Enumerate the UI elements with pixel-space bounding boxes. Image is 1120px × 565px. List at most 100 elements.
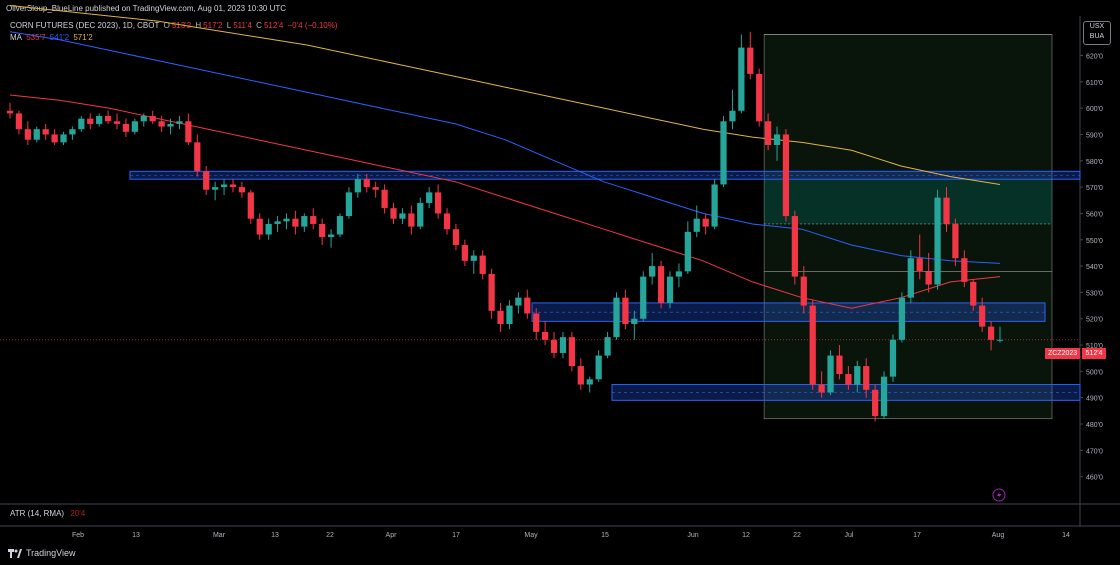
- candle-97: [872, 389, 879, 417]
- ma-label[interactable]: MA: [10, 33, 22, 42]
- candle-5: [51, 134, 58, 143]
- candle-93: [836, 355, 843, 375]
- candle-26: [238, 187, 246, 193]
- candle-75: [675, 271, 683, 277]
- candle-48: [434, 192, 442, 214]
- candle-6: [60, 134, 67, 143]
- candle-7: [69, 129, 76, 135]
- x-tick-label-15: 14: [1062, 532, 1070, 539]
- ma-value-1: 535'7: [26, 33, 46, 42]
- candle-46: [417, 202, 424, 227]
- published-header: OliverSloup_BlueLine published on Tradin…: [0, 0, 1120, 16]
- measure-box: [763, 34, 1053, 420]
- candle-11: [104, 116, 112, 122]
- candle-110: [987, 326, 995, 340]
- ma-row: MA 535'7 541'2 571'2: [10, 32, 340, 44]
- y-tick-label-5: 510'0: [1086, 343, 1103, 350]
- ohlc-low: 511'4: [233, 21, 252, 30]
- alert-bolt-icon[interactable]: [992, 488, 1006, 502]
- y-tick-label-14: 600'0: [1086, 106, 1103, 113]
- y-tick-label-11: 570'0: [1086, 185, 1103, 192]
- candle-39: [354, 179, 361, 193]
- candle-52: [470, 255, 477, 261]
- y-tick-label-6: 520'0: [1086, 317, 1103, 324]
- y-tick-label-13: 590'0: [1086, 132, 1103, 139]
- candle-54: [488, 273, 495, 311]
- candle-33: [301, 216, 308, 227]
- candle-64: [577, 366, 584, 385]
- candle-20: [185, 121, 192, 143]
- symbol-name[interactable]: CORN FUTURES (DEC 2023), 1D, CBOT: [10, 21, 160, 30]
- x-tick-label-3: 13: [271, 532, 279, 539]
- y-tick-label-10: 560'0: [1086, 211, 1103, 218]
- x-tick-label-2: Mar: [213, 532, 226, 539]
- candle-8: [78, 118, 85, 130]
- y-tick-label-9: 550'0: [1086, 238, 1103, 245]
- candle-25: [229, 184, 237, 188]
- candle-51: [461, 245, 468, 261]
- y-tick-label-16: 620'0: [1086, 53, 1103, 60]
- candle-42: [381, 189, 388, 209]
- candle-108: [970, 281, 977, 306]
- candle-4: [42, 129, 49, 135]
- candle-101: [907, 258, 914, 298]
- candle-31: [283, 218, 290, 222]
- candle-68: [613, 297, 620, 338]
- candle-98: [880, 376, 888, 417]
- candle-22: [203, 171, 210, 190]
- candle-44: [399, 213, 406, 219]
- candle-47: [426, 192, 433, 203]
- candle-23: [212, 187, 219, 190]
- candle-107: [961, 258, 968, 282]
- candle-57: [515, 297, 522, 306]
- price-change: −0'4 (−0.10%): [287, 21, 338, 30]
- candle-65: [586, 379, 593, 385]
- x-tick-label-6: 17: [452, 532, 460, 539]
- candle-99: [889, 339, 897, 377]
- candle-50: [452, 229, 460, 246]
- candle-61: [550, 339, 558, 353]
- candle-63: [568, 337, 576, 367]
- y-tick-label-1: 470'0: [1086, 448, 1103, 455]
- y-tick-label-4: 500'0: [1086, 369, 1103, 376]
- x-tick-label-0: Feb: [72, 532, 84, 539]
- candle-18: [167, 123, 174, 127]
- candle-70: [631, 318, 638, 324]
- candle-60: [542, 331, 549, 340]
- candle-38: [345, 192, 353, 217]
- candle-14: [131, 121, 138, 132]
- candle-102: [916, 258, 923, 272]
- candle-87: [782, 134, 790, 217]
- atr-legend: ATR (14, RMA) 20'4: [10, 509, 85, 518]
- atr-value: 20'4: [70, 509, 86, 518]
- price-unit-badge[interactable]: USX BUA: [1083, 21, 1111, 45]
- candle-76: [684, 231, 691, 272]
- ohlc-open: 513'2: [171, 21, 192, 30]
- candle-72: [649, 266, 656, 277]
- x-tick-label-8: 15: [601, 532, 609, 539]
- candle-105: [943, 197, 950, 224]
- candle-55: [497, 310, 504, 324]
- chart-legend: CORN FUTURES (DEC 2023), 1D, CBOT O 513'2…: [10, 20, 340, 44]
- candle-24: [220, 184, 228, 188]
- x-tick-label-12: Jul: [845, 532, 854, 539]
- candle-95: [854, 366, 861, 385]
- y-tick-label-2: 480'0: [1086, 422, 1103, 429]
- y-tick-label-3: 490'0: [1086, 396, 1103, 403]
- candle-62: [559, 337, 567, 353]
- candle-27: [247, 192, 254, 219]
- candle-21: [194, 142, 201, 172]
- symbol-row: CORN FUTURES (DEC 2023), 1D, CBOT O 513'2…: [10, 20, 340, 32]
- candle-40: [363, 179, 370, 188]
- brand-name: TradingView: [26, 548, 76, 558]
- candle-3: [33, 129, 40, 140]
- candle-85: [764, 121, 772, 145]
- candle-77: [693, 218, 700, 232]
- ma-value-2: 541'2: [49, 33, 70, 42]
- candle-73: [657, 266, 665, 303]
- atr-label[interactable]: ATR (14, RMA): [10, 509, 65, 518]
- x-tick-label-5: Apr: [386, 532, 398, 539]
- candle-106: [952, 223, 959, 259]
- candle-91: [818, 384, 825, 393]
